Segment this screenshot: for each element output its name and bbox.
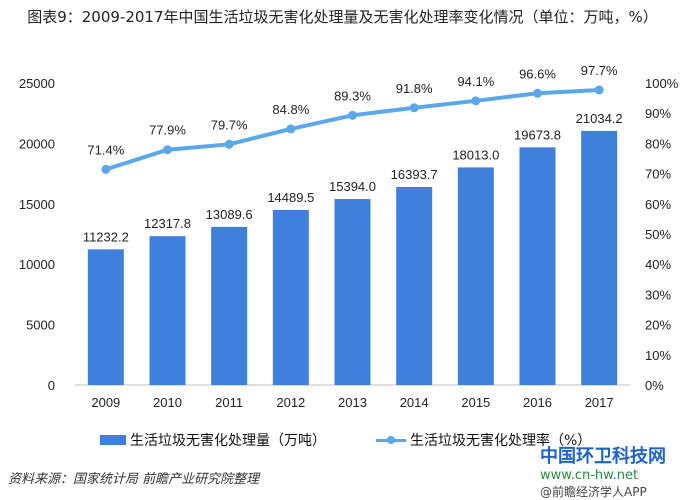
- x-tick-label: 2016: [523, 395, 552, 410]
- y-left-tick-label: 15000: [19, 197, 55, 212]
- bar-data-label: 13089.6: [206, 207, 253, 222]
- rate-point: [409, 103, 419, 113]
- legend-item-bar: 生活垃圾无害化处理量（万吨）: [100, 430, 326, 450]
- x-tick-label: 2014: [400, 395, 429, 410]
- rate-data-label: 89.3%: [334, 88, 371, 103]
- bar: [87, 249, 124, 385]
- x-tick-label: 2015: [461, 395, 490, 410]
- y-left-tick-label: 10000: [19, 257, 55, 272]
- rate-point: [163, 145, 172, 155]
- y-right-tick-label: 100%: [645, 76, 679, 91]
- y-right-tick-label: 70%: [645, 167, 671, 182]
- y-left-tick-label: 25000: [19, 76, 55, 91]
- bar: [272, 209, 309, 385]
- legend: 生活垃圾无害化处理量（万吨） 生活垃圾无害化处理率（%）: [100, 430, 591, 450]
- source-note: 资料来源：国家统计局 前瞻产业研究院整理: [8, 472, 260, 487]
- y-right-tick-label: 0%: [645, 378, 664, 393]
- y-right-tick-label: 60%: [645, 197, 671, 212]
- bar-data-label: 12317.8: [144, 216, 191, 231]
- rate-point: [224, 139, 234, 149]
- y-left-tick-label: 5000: [26, 318, 55, 333]
- legend-swatch-bar: [100, 435, 126, 445]
- x-tick-label: 2009: [91, 395, 120, 410]
- bar: [211, 226, 248, 385]
- x-tick-label: 2013: [338, 395, 367, 410]
- y-right-tick-label: 50%: [645, 227, 671, 242]
- y-right-tick-label: 80%: [645, 136, 671, 151]
- rate-data-label: 97.7%: [581, 63, 618, 78]
- watermark-logo: 中国环卫科技网 www.cn-hw.net @前瞻经济学人APP: [540, 442, 666, 500]
- bar: [519, 147, 556, 385]
- watermark-name: 中国环卫科技网: [540, 446, 666, 467]
- bar: [581, 130, 618, 385]
- rate-point: [286, 124, 296, 134]
- bar-data-label: 18013.0: [452, 147, 499, 162]
- chart-title: 图表9：2009-2017年中国生活垃圾无害化处理量及无害化处理率变化情况（单位…: [27, 8, 658, 26]
- rate-data-label: 79.7%: [211, 117, 248, 132]
- x-tick-label: 2011: [215, 395, 243, 410]
- bar-data-label: 19673.8: [514, 127, 561, 142]
- watermark-app: @前瞻经济学人APP: [540, 485, 647, 499]
- y-right-tick-label: 30%: [645, 287, 671, 302]
- rate-data-label: 84.8%: [272, 102, 309, 117]
- legend-swatch-line: [376, 435, 406, 444]
- rate-point: [101, 164, 111, 174]
- legend-label: 生活垃圾无害化处理率（%）: [410, 433, 592, 449]
- y-right-tick-label: 10%: [645, 348, 671, 363]
- rate-data-label: 91.8%: [396, 81, 433, 96]
- rate-point: [348, 110, 357, 120]
- y-left-tick-label: 20000: [19, 136, 55, 151]
- bar-data-label: 16393.7: [391, 167, 438, 182]
- bar: [396, 186, 433, 385]
- bar-data-label: 15394.0: [329, 179, 376, 194]
- y-right-tick-label: 90%: [645, 106, 671, 121]
- x-tick-label: 2012: [276, 395, 305, 410]
- bar-data-label: 11232.2: [83, 229, 129, 244]
- y-left-tick-label: 0: [48, 378, 55, 393]
- rate-point: [594, 85, 604, 95]
- y-right-tick-label: 40%: [645, 257, 671, 272]
- bar: [149, 236, 186, 385]
- bar: [457, 167, 494, 385]
- watermark-url: www.cn-hw.net: [540, 468, 639, 483]
- rate-data-label: 71.4%: [87, 142, 124, 157]
- bar-data-label: 14489.5: [267, 190, 314, 205]
- legend-label: 生活垃圾无害化处理量（万吨）: [130, 433, 326, 449]
- x-tick-label: 2010: [153, 395, 182, 410]
- rate-data-label: 77.9%: [149, 123, 186, 138]
- y-right-tick-label: 20%: [645, 318, 671, 333]
- rate-data-label: 94.1%: [457, 74, 494, 89]
- legend-item-line: 生活垃圾无害化处理率（%）: [376, 430, 591, 450]
- x-tick-label: 2017: [585, 395, 614, 410]
- rate-data-label: 96.6%: [519, 66, 556, 81]
- rate-point: [471, 96, 481, 106]
- bar-data-label: 21034.2: [576, 111, 623, 126]
- rate-point: [533, 88, 542, 98]
- bar: [334, 199, 371, 385]
